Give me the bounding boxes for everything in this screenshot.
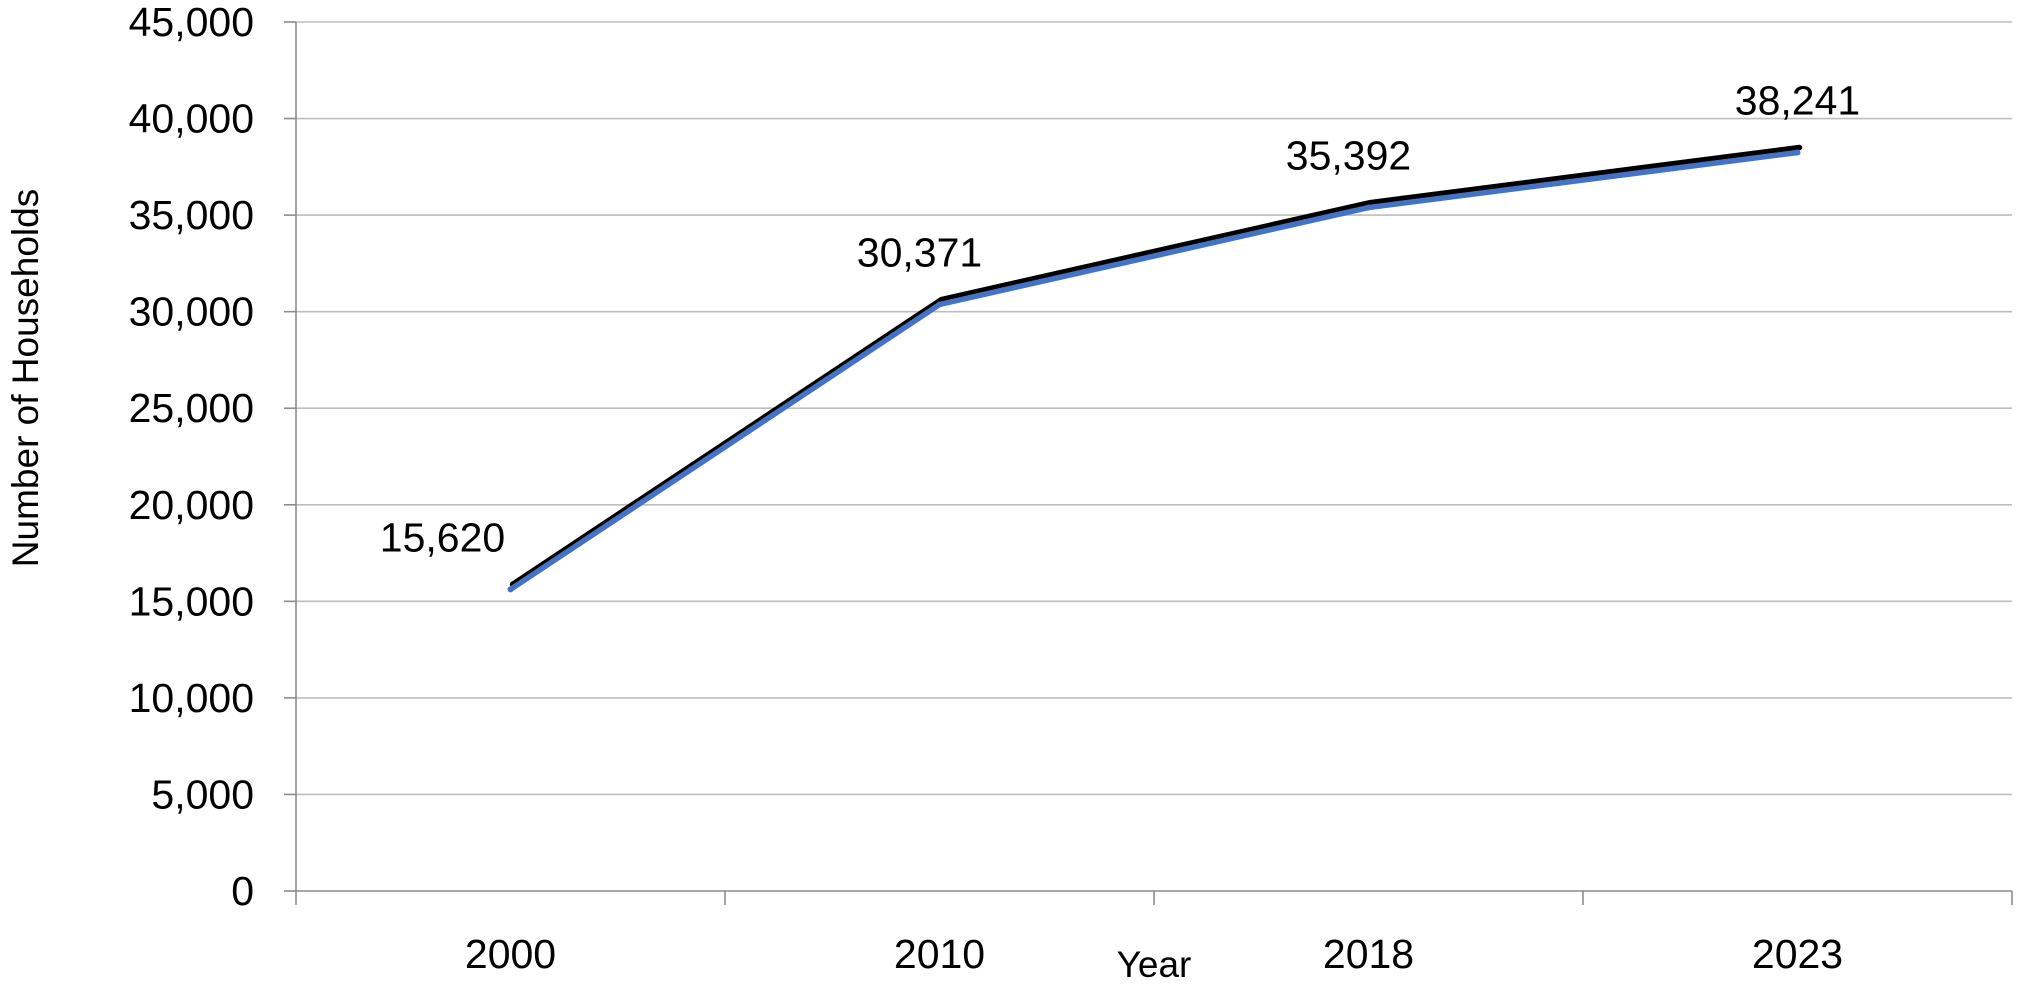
series bbox=[507, 144, 1803, 593]
data-label: 15,620 bbox=[380, 514, 505, 560]
y-tick-label: 10,000 bbox=[129, 675, 254, 721]
y-axis-title: Number of Households bbox=[5, 189, 46, 567]
data-label: 38,241 bbox=[1735, 78, 1860, 124]
y-tick-label: 40,000 bbox=[129, 96, 254, 142]
y-tick-label: 25,000 bbox=[129, 385, 254, 431]
y-tick-label: 35,000 bbox=[129, 192, 254, 238]
y-tick-label: 45,000 bbox=[129, 0, 254, 45]
y-tick-label: 15,000 bbox=[129, 578, 254, 624]
data-point bbox=[1365, 204, 1372, 211]
axes: 0 5,000 10,000 15,000 20,000 25,000 30,000 35,0… bbox=[129, 0, 2013, 977]
data-point bbox=[936, 301, 943, 308]
series-line-shadow bbox=[509, 144, 1803, 588]
y-tick-label: 5,000 bbox=[151, 771, 254, 817]
x-tick-label: 2023 bbox=[1752, 931, 1843, 977]
y-tick-label: 30,000 bbox=[129, 289, 254, 335]
y-tick-label: 0 bbox=[231, 868, 254, 914]
series-line bbox=[507, 149, 1801, 593]
gridlines bbox=[296, 21, 2012, 796]
y-tick-label: 20,000 bbox=[129, 482, 254, 528]
data-label: 30,371 bbox=[857, 230, 982, 276]
x-tick-label: 2000 bbox=[465, 931, 556, 977]
data-labels: 15,620 30,371 35,392 38,241 bbox=[380, 78, 1860, 561]
data-label: 35,392 bbox=[1286, 133, 1411, 179]
x-tick-label: 2018 bbox=[1323, 931, 1414, 977]
data-point bbox=[1794, 149, 1801, 156]
data-point bbox=[507, 586, 514, 593]
x-axis-title: Year bbox=[1117, 944, 1192, 984]
x-tick-label: 2010 bbox=[894, 931, 985, 977]
